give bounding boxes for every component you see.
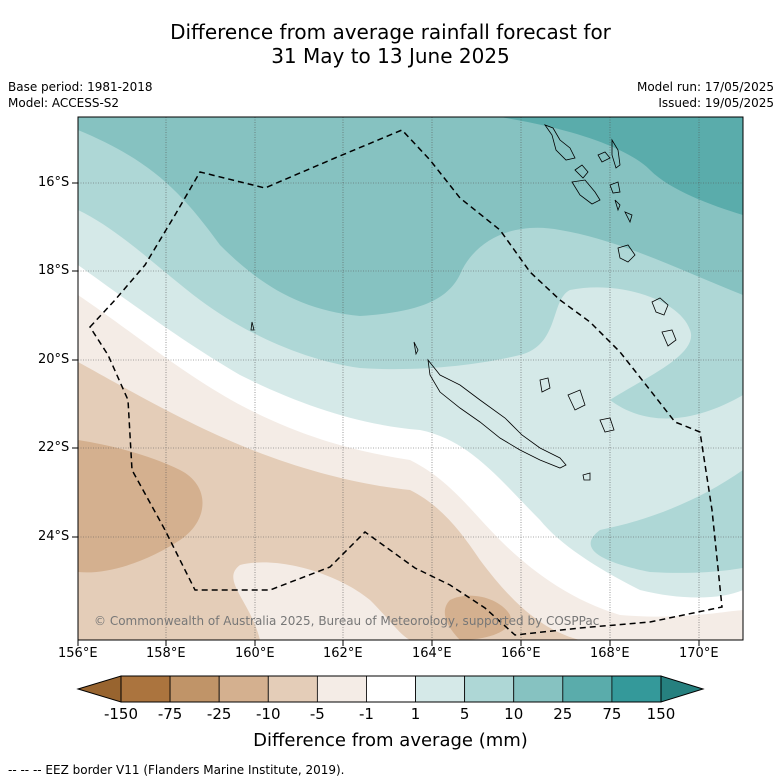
eez-legend-note: -- -- -- EEZ border V11 (Flanders Marine…	[8, 763, 345, 777]
colorbar-tick-label: -25	[206, 705, 232, 723]
colorbar-tick-label: 150	[646, 705, 676, 723]
lon-tick-label: 162°E	[323, 646, 363, 661]
lat-tick-label: 22°S	[38, 440, 70, 455]
colorbar-extension-low	[76, 675, 122, 703]
vanuatu-islands-north	[543, 124, 576, 161]
contour-minus5-minus10	[78, 362, 580, 640]
colorbar-swatch	[316, 675, 367, 703]
colorbar-swatch	[513, 675, 564, 703]
lon-tick-label: 160°E	[235, 646, 275, 661]
contour-neutral-patch	[233, 562, 410, 640]
colorbar-swatch	[366, 675, 416, 703]
colorbar-tick-label: 25	[553, 705, 573, 723]
contour-25-75	[500, 117, 743, 215]
issued-date: Issued: 19/05/2025	[658, 96, 774, 110]
map-title-line-2: 31 May to 13 June 2025	[271, 44, 510, 68]
lon-tick-label: 156°E	[58, 646, 98, 661]
contour-5-10-south	[590, 470, 743, 573]
colorbar-tick-label: 5	[459, 705, 470, 723]
lat-tick-label: 18°S	[38, 263, 70, 278]
lat-tick-label: 24°S	[38, 529, 70, 544]
colorbar-swatch	[562, 675, 613, 703]
rainfall-contours	[78, 117, 743, 640]
map-title-line-1: Difference from average rainfall forecas…	[170, 20, 611, 44]
colorbar-tick-label: -150	[103, 705, 139, 723]
colorbar-extension-high	[660, 675, 705, 703]
colorbar-tick-label: 10	[504, 705, 524, 723]
lat-tick-label: 16°S	[38, 175, 70, 190]
graticule	[78, 117, 743, 640]
new-caledonia-coast	[427, 358, 567, 469]
map-frame	[77, 116, 744, 641]
colorbar-tick-label: -75	[157, 705, 183, 723]
lat-tick-label: 20°S	[38, 352, 70, 367]
lon-tick-label: 166°E	[501, 646, 541, 661]
axis-ticks	[72, 182, 700, 646]
colorbar-swatch	[464, 675, 515, 703]
colorbar-title: Difference from average (mm)	[253, 730, 528, 751]
contour-minus10-minus25-south	[444, 595, 511, 640]
colorbar-swatch	[218, 675, 269, 703]
colorbar-swatch	[415, 675, 466, 703]
colorbar-swatch	[169, 675, 220, 703]
colorbar	[76, 675, 705, 703]
lon-tick-label: 170°E	[679, 646, 719, 661]
colorbar-tick-label: 1	[410, 705, 421, 723]
colorbar-tick-label: -1	[358, 705, 374, 723]
colorbar-swatch	[267, 675, 318, 703]
colorbar-tick-label: -5	[309, 705, 325, 723]
model-run: Model run: 17/05/2025	[636, 80, 774, 94]
coastlines	[250, 124, 677, 481]
colorbar-tick-label: -10	[256, 705, 281, 723]
lon-tick-label: 164°E	[412, 646, 452, 661]
base-period: Base period: 1981-2018	[8, 80, 153, 94]
contour-minus10-minus25	[78, 440, 203, 573]
model-name: Model: ACCESS-S2	[8, 96, 120, 110]
colorbar-swatch	[611, 675, 662, 703]
colorbar-swatch	[120, 675, 171, 703]
eez-border	[89, 129, 723, 636]
copyright-notice: © Commonwealth of Australia 2025, Bureau…	[94, 614, 600, 628]
colorbar-tick-label: 75	[602, 705, 622, 723]
lon-tick-label: 168°E	[590, 646, 630, 661]
lon-tick-label: 158°E	[146, 646, 186, 661]
